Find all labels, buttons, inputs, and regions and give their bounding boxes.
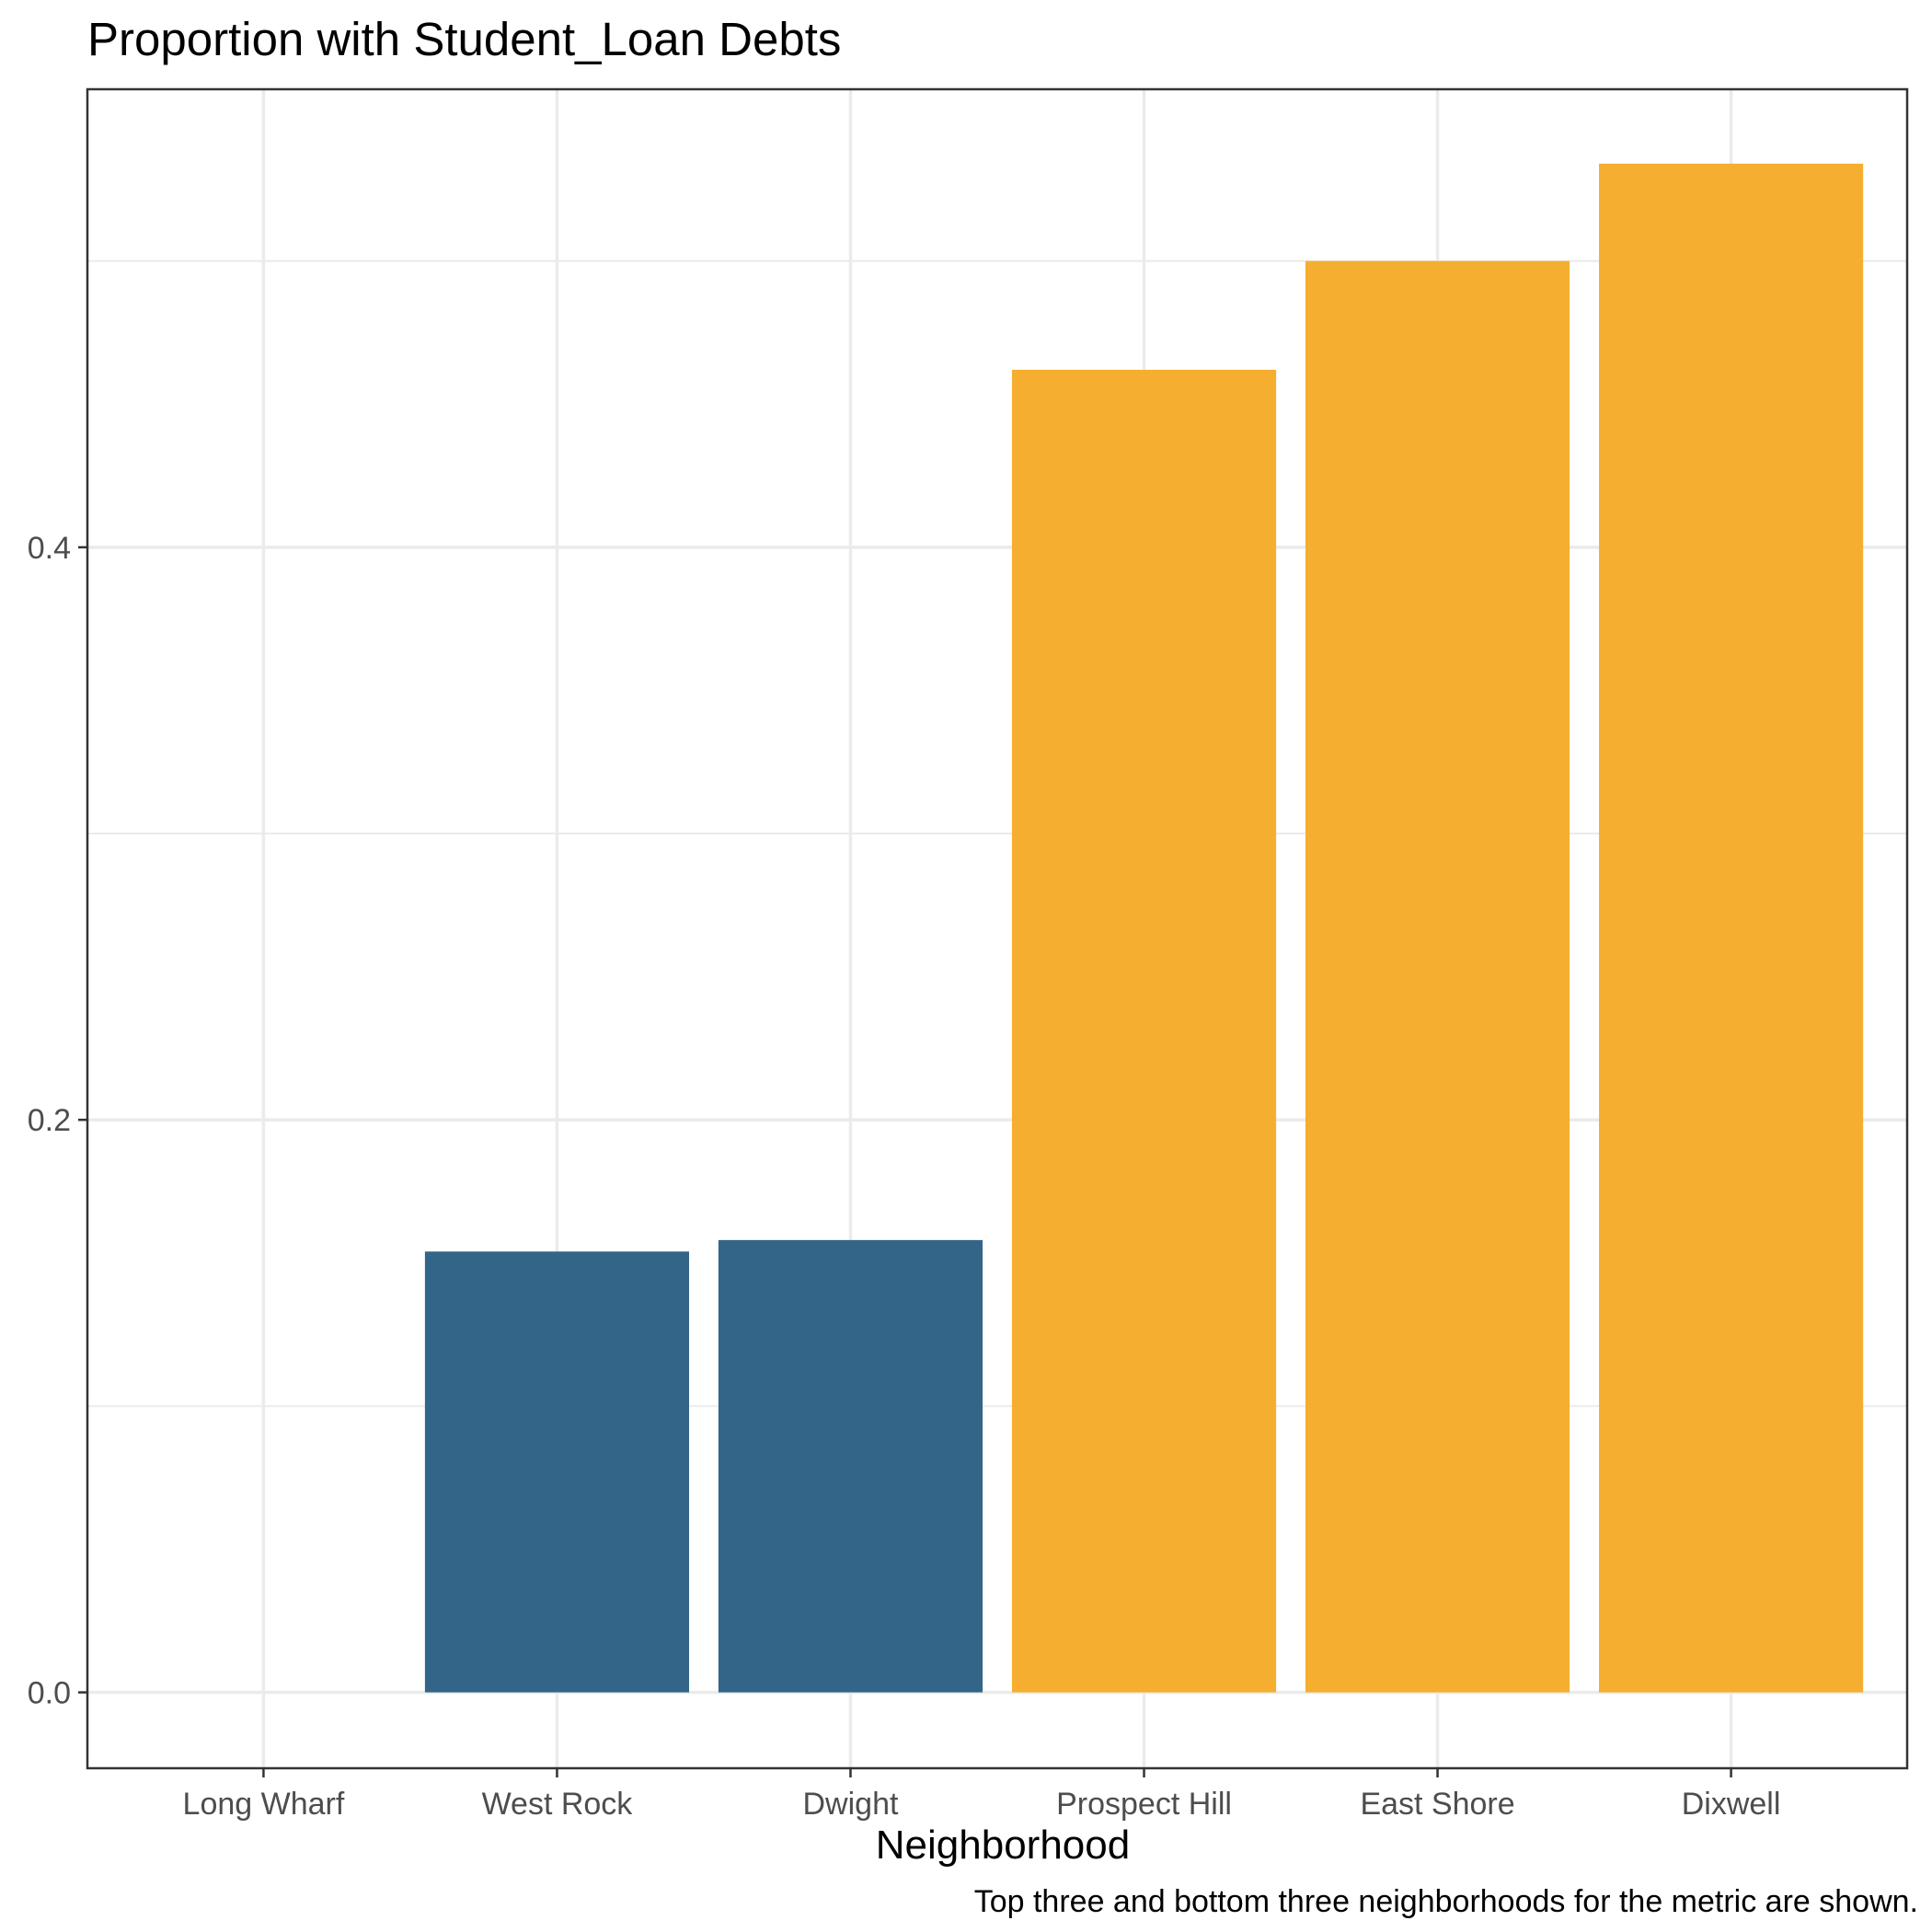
- chart-title: Proportion with Student_Loan Debts: [87, 13, 841, 65]
- panel-border: [86, 87, 1909, 1770]
- y-tick-label: 0.0: [28, 1676, 71, 1711]
- x-tick-label: Prospect Hill: [1056, 1787, 1232, 1822]
- bar-west-rock: [424, 1251, 690, 1693]
- chart-caption: Top three and bottom three neighborhoods…: [974, 1884, 1918, 1919]
- plot-panel: [86, 87, 1909, 1770]
- y-axis: 0.0 0.2 0.4: [28, 531, 87, 1711]
- x-tick-label: West Rock: [482, 1787, 634, 1822]
- x-tick-label: Dwight: [803, 1787, 899, 1822]
- x-axis: Long Wharf West Rock Dwight Prospect Hill Ea…: [183, 1768, 1781, 1822]
- bar-dwight: [718, 1239, 983, 1693]
- x-axis-title: Neighborhood: [876, 1823, 1130, 1868]
- x-tick-label: Dixwell: [1682, 1787, 1781, 1822]
- bar-prospect-hill: [1011, 369, 1277, 1693]
- x-tick-label: Long Wharf: [183, 1787, 345, 1822]
- bar-dixwell: [1599, 163, 1864, 1693]
- y-tick-label: 0.2: [28, 1103, 71, 1138]
- bar-east-shore: [1305, 260, 1570, 1693]
- y-tick-label: 0.4: [28, 531, 71, 566]
- x-tick-label: East Shore: [1360, 1787, 1514, 1822]
